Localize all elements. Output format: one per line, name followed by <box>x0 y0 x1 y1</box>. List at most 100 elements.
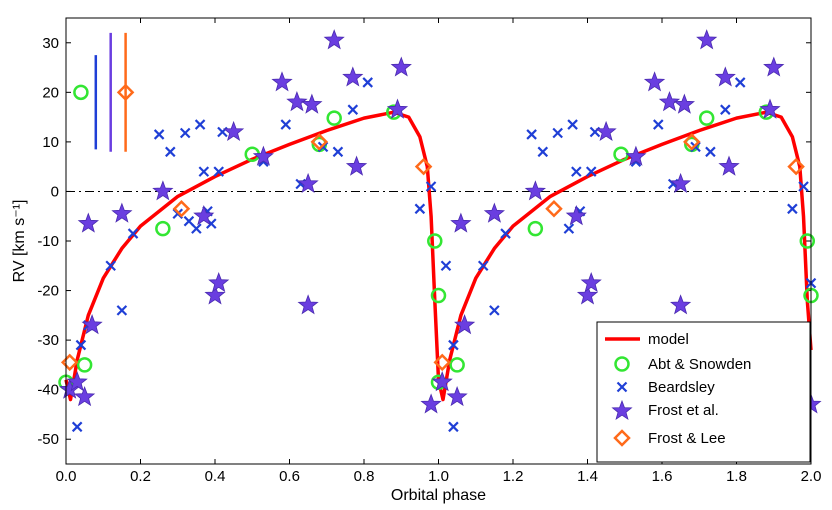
legend: model Abt & Snowden Beardsley Frost et a… <box>596 321 811 463</box>
point-beardsley <box>552 127 563 139</box>
x-tick-label: 1.4 <box>577 468 598 485</box>
point-beardsley <box>191 223 202 234</box>
data-points <box>58 29 822 433</box>
y-tick-label: 30 <box>42 35 59 52</box>
x-tick-label: 1.2 <box>503 468 524 485</box>
point-abt-snowden <box>698 110 715 126</box>
x-tick-label: 1.6 <box>652 468 673 485</box>
y-tick-label: 20 <box>42 84 59 101</box>
legend-box <box>596 321 811 463</box>
x-tick-label: 1.0 <box>428 468 449 485</box>
point-frost-et-al <box>390 56 412 77</box>
point-frost-et-al <box>386 98 409 119</box>
point-beardsley <box>705 146 716 158</box>
point-frost-et-al <box>81 314 103 335</box>
point-frost-et-al <box>271 71 293 92</box>
point-frost-et-al <box>576 284 599 305</box>
point-frost-lee <box>60 353 79 372</box>
point-beardsley <box>116 305 128 316</box>
x-axis-label: Orbital phase <box>391 487 486 504</box>
point-frost-et-al <box>297 172 319 194</box>
point-abt-snowden <box>73 84 89 101</box>
point-frost-lee <box>683 133 701 151</box>
point-beardsley <box>280 119 292 130</box>
x-tick-label: 0.2 <box>130 468 151 485</box>
point-frost-et-al <box>342 66 364 87</box>
point-frost-lee <box>787 157 805 176</box>
point-beardsley <box>652 119 664 130</box>
legend-abt-snowden-marker <box>614 356 630 372</box>
point-beardsley <box>567 119 578 130</box>
point-frost-et-al <box>111 202 133 223</box>
point-frost-et-al <box>152 180 174 201</box>
point-abt-snowden <box>76 357 93 373</box>
point-beardsley <box>362 77 374 88</box>
point-frost-et-al <box>759 98 781 119</box>
point-frost-et-al <box>718 155 740 176</box>
point-abt-snowden <box>427 233 443 249</box>
legend-label-model: model <box>648 331 689 348</box>
point-frost-lee <box>433 353 451 372</box>
point-frost-et-al <box>446 385 468 407</box>
point-beardsley <box>734 77 746 88</box>
point-frost-et-al <box>524 180 546 201</box>
point-frost-et-al <box>66 371 88 392</box>
point-beardsley <box>165 146 176 158</box>
point-beardsley <box>720 104 731 115</box>
point-abt-snowden <box>155 220 171 237</box>
y-tick-label: -30 <box>37 332 59 349</box>
x-tick-label: 0.6 <box>279 468 300 485</box>
point-beardsley <box>448 421 459 433</box>
point-frost-lee <box>172 200 191 218</box>
point-abt-snowden <box>430 287 447 304</box>
tick-labels: 0.0 0.2 0.4 0.6 0.8 1.0 1.2 1.4 1.6 1.8 2.0 30 20 10 0… <box>37 35 821 485</box>
point-beardsley <box>347 104 359 115</box>
point-beardsley <box>425 181 437 192</box>
legend-label-beardsley: Beardsley <box>648 379 715 396</box>
point-beardsley <box>489 305 500 316</box>
point-abt-snowden <box>799 233 816 249</box>
point-frost-et-al <box>565 205 587 226</box>
point-frost-et-al <box>670 294 692 315</box>
point-frost-et-al <box>454 314 476 335</box>
point-beardsley <box>448 339 459 351</box>
point-abt-snowden <box>326 110 342 126</box>
x-tick-label: 1.8 <box>726 468 747 485</box>
point-frost-et-al <box>286 91 308 112</box>
y-tick-label: -20 <box>37 283 59 300</box>
point-frost-et-al <box>297 294 319 315</box>
point-frost-et-al <box>252 145 274 166</box>
point-abt-snowden <box>527 220 544 237</box>
series-frost-lee <box>60 83 805 372</box>
point-beardsley <box>179 127 191 139</box>
legend-beardsley-marker <box>616 381 628 393</box>
point-beardsley <box>787 203 798 215</box>
point-beardsley <box>571 166 582 177</box>
point-beardsley <box>477 260 489 272</box>
point-beardsley <box>71 421 83 433</box>
point-frost-et-al <box>673 93 695 114</box>
point-beardsley <box>537 146 549 158</box>
legend-label-abt-snowden: Abt & Snowden <box>648 356 751 373</box>
legend-markers <box>611 356 633 447</box>
point-frost-et-al <box>763 56 785 77</box>
legend-label-frost-et-al: Frost et al. <box>648 402 719 419</box>
x-tick-label: 0.8 <box>354 468 375 485</box>
point-beardsley <box>563 223 575 234</box>
legend-frost-et-al-marker <box>611 399 633 421</box>
point-beardsley <box>127 228 139 239</box>
point-beardsley <box>585 166 597 177</box>
point-frost-et-al <box>223 120 245 142</box>
point-frost-et-al <box>483 202 505 223</box>
series-frost-et-al <box>59 29 822 414</box>
point-frost-et-al <box>77 212 99 233</box>
point-frost-lee <box>414 157 433 176</box>
point-frost-et-al <box>193 205 215 226</box>
legend-label-frost-lee: Frost & Lee <box>648 430 726 447</box>
point-beardsley <box>105 260 116 272</box>
x-tick-label: 0.4 <box>205 468 226 485</box>
y-tick-label: -40 <box>37 382 59 399</box>
point-frost-et-al <box>696 29 718 50</box>
point-beardsley <box>75 339 87 351</box>
